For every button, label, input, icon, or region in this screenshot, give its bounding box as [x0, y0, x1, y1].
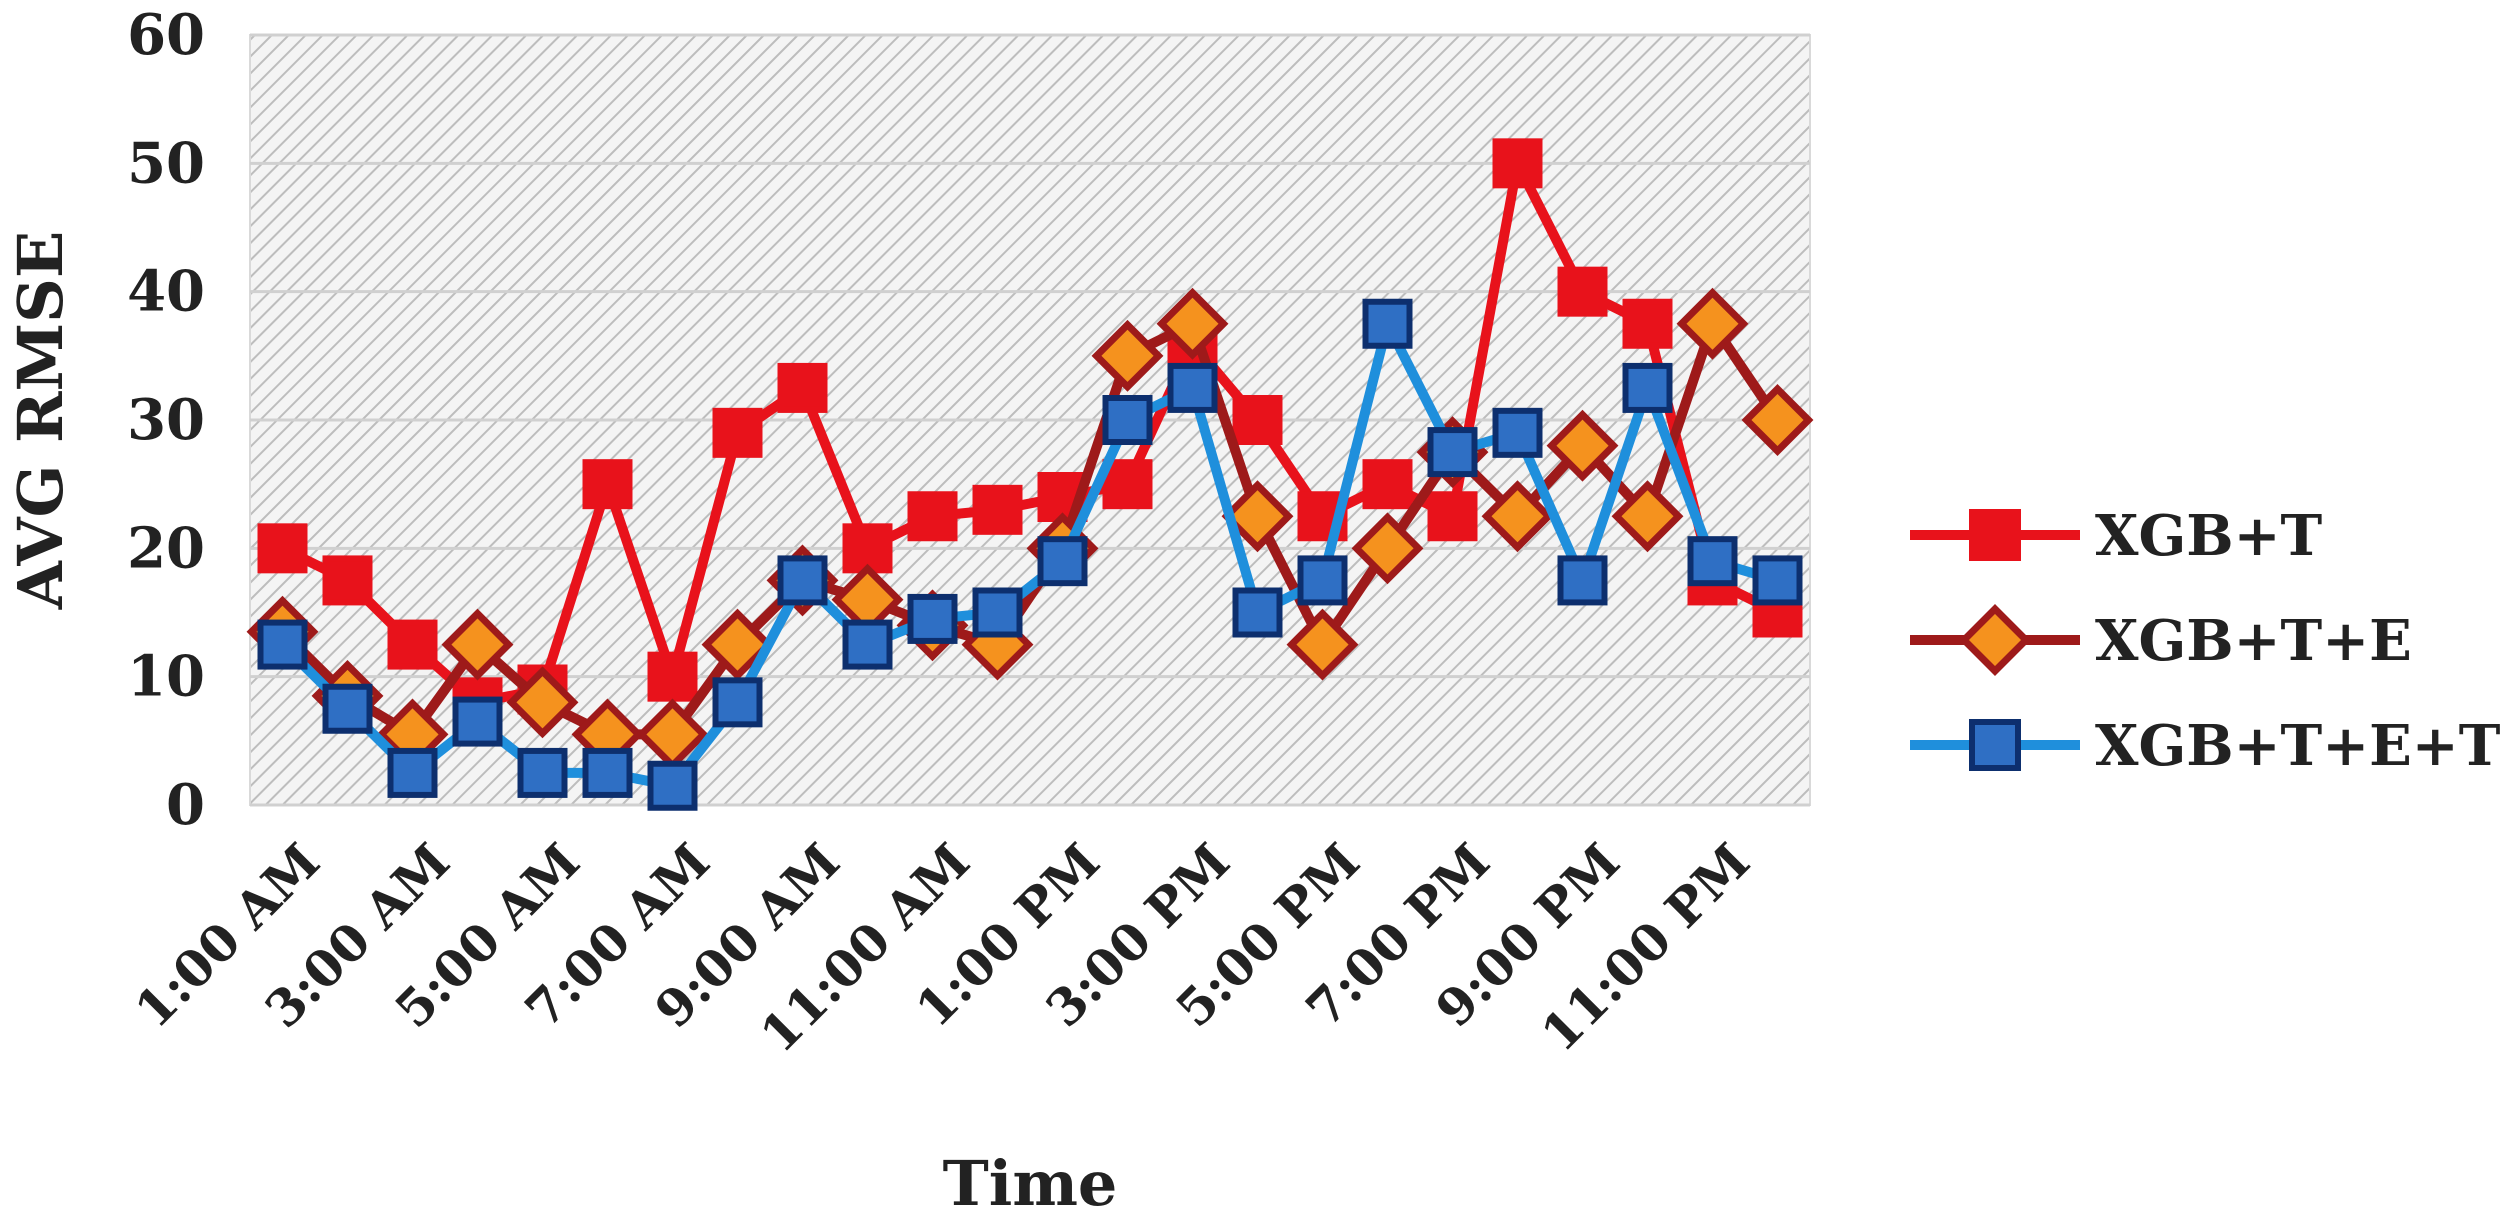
data-point	[1362, 298, 1413, 349]
y-tick-label: 30	[127, 387, 205, 453]
data-point	[1622, 362, 1673, 413]
data-point	[907, 491, 958, 542]
data-point	[647, 760, 698, 811]
data-point	[1362, 459, 1413, 510]
data-point	[1297, 555, 1348, 606]
data-point	[1427, 491, 1478, 542]
data-point	[1557, 555, 1608, 606]
data-point	[1232, 395, 1283, 445]
x-axis-ticks: 1:00 AM3:00 AM5:00 AM7:00 AM9:00 AM11:00…	[124, 832, 1761, 1064]
data-point	[1037, 536, 1088, 587]
data-point	[972, 587, 1023, 638]
y-tick-label: 20	[127, 515, 205, 581]
data-point	[1481, 480, 1554, 553]
y-tick-label: 60	[127, 2, 205, 68]
data-point	[1156, 287, 1229, 360]
y-tick-label: 40	[127, 259, 205, 325]
data-point	[1091, 319, 1164, 392]
data-point	[257, 619, 308, 670]
data-point	[322, 555, 373, 606]
data-point	[1741, 384, 1814, 456]
data-point	[777, 362, 828, 413]
y-axis-title: AVG RMSE	[4, 231, 77, 610]
legend-entry: XGB+T+E	[1910, 604, 2412, 676]
data-point	[1492, 138, 1543, 189]
series-layer	[246, 138, 1814, 811]
data-point	[842, 523, 893, 574]
data-point	[582, 747, 633, 798]
data-point	[712, 677, 763, 728]
y-axis-ticks: 0 10 20 30 40 50 60	[127, 2, 205, 838]
legend-entry: XGB+T	[1910, 503, 2323, 569]
data-point	[387, 619, 438, 670]
data-point	[842, 619, 893, 670]
legend-label: XGB+T+E	[2095, 608, 2412, 674]
data-point	[1427, 427, 1478, 478]
legend-marker	[1969, 509, 2021, 561]
data-point	[1687, 536, 1738, 587]
data-point	[701, 608, 774, 681]
data-point	[1167, 362, 1218, 413]
data-point	[1546, 409, 1619, 482]
data-point	[1611, 480, 1684, 553]
legend-label: XGB+T+E+TX	[2095, 713, 2500, 779]
data-point	[582, 459, 633, 510]
data-point	[1102, 459, 1153, 510]
data-point	[1622, 298, 1673, 349]
data-point	[517, 747, 568, 798]
data-point	[647, 651, 698, 702]
data-point	[441, 608, 514, 681]
data-point	[1557, 266, 1608, 317]
data-point	[972, 484, 1023, 535]
data-point	[506, 666, 579, 739]
legend: XGB+T XGB+T+E XGB+T+E+TX	[1910, 503, 2500, 779]
data-point	[322, 683, 373, 734]
data-point	[1221, 480, 1294, 553]
x-axis-title: Time	[943, 1147, 1118, 1220]
data-point	[1102, 395, 1153, 445]
legend-entry: XGB+T+E+TX	[1910, 713, 2500, 779]
data-point	[1676, 287, 1749, 360]
data-point	[907, 593, 958, 644]
y-tick-label: 10	[127, 644, 205, 710]
data-point	[257, 523, 308, 574]
legend-marker	[1969, 719, 2021, 771]
data-point	[1232, 587, 1283, 638]
series-2	[246, 287, 1814, 771]
data-point	[1492, 407, 1543, 458]
series-3	[257, 298, 1803, 811]
data-point	[777, 555, 828, 606]
legend-label: XGB+T	[2095, 503, 2323, 569]
legend-marker	[1959, 604, 2031, 676]
data-point	[1286, 608, 1359, 681]
data-point	[712, 407, 763, 458]
data-point	[452, 696, 503, 747]
data-point	[1752, 555, 1803, 606]
data-point	[387, 747, 438, 798]
data-point	[1351, 512, 1424, 585]
y-tick-label: 50	[127, 130, 205, 196]
y-tick-label: 0	[166, 772, 205, 838]
